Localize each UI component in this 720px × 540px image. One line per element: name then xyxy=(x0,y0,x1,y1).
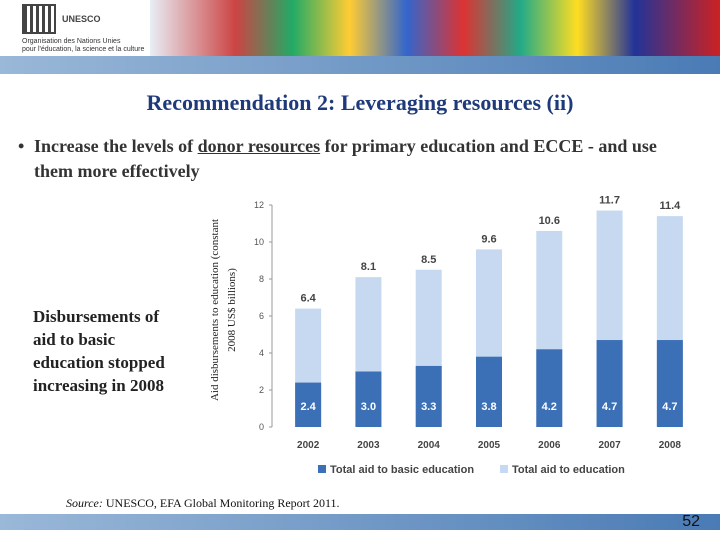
header-band xyxy=(0,56,720,74)
bar xyxy=(536,349,563,427)
value-label: 2.4 xyxy=(300,401,316,413)
bullet: • Increase the levels of donor resources … xyxy=(18,134,694,184)
note-line: Disbursements of xyxy=(33,307,160,326)
bar xyxy=(415,365,442,427)
y-axis-label: Aid disbursements to education (constant xyxy=(209,219,221,401)
value-label: 11.7 xyxy=(599,195,620,207)
bar xyxy=(596,340,623,427)
value-label: 9.6 xyxy=(481,233,496,245)
logo xyxy=(22,4,56,34)
source-text: UNESCO, EFA Global Monitoring Report 201… xyxy=(102,496,340,510)
bar xyxy=(355,371,382,427)
page-number: 52 xyxy=(682,513,700,530)
x-tick-label: 2002 xyxy=(297,440,320,451)
y-tick-label: 0 xyxy=(259,422,264,432)
bar xyxy=(656,340,683,427)
slide-title: Recommendation 2: Leveraging resources (… xyxy=(146,90,574,115)
legend-label: Total aid to education xyxy=(512,464,625,476)
note-line: increasing in 2008 xyxy=(33,376,164,395)
header-photo xyxy=(150,0,720,56)
y-tick-label: 10 xyxy=(254,237,264,247)
org-line: pour l'éducation, la science et la cultu… xyxy=(22,46,145,53)
y-tick-label: 2 xyxy=(259,385,264,395)
bullet-dot: • xyxy=(18,136,25,156)
y-tick-label: 6 xyxy=(259,311,264,321)
legend-swatch xyxy=(318,465,326,473)
x-tick-label: 2004 xyxy=(418,440,441,451)
org-line: Organisation des Nations Unies xyxy=(22,38,121,45)
y-tick-label: 12 xyxy=(254,200,264,210)
value-label: 8.5 xyxy=(421,254,436,266)
note: Disbursements of aid to basic education … xyxy=(33,305,165,397)
source: Source: UNESCO, EFA Global Monitoring Re… xyxy=(66,496,340,511)
bullet-link: donor resources xyxy=(197,136,321,156)
x-tick-label: 2005 xyxy=(478,440,501,451)
value-label: 3.8 xyxy=(481,401,496,413)
value-label: 8.1 xyxy=(361,261,376,273)
source-label: Source: xyxy=(66,496,103,510)
x-tick-label: 2008 xyxy=(659,440,682,451)
x-tick-label: 2003 xyxy=(357,440,380,451)
bar xyxy=(476,356,502,427)
value-label: 3.0 xyxy=(361,401,376,413)
legend-swatch xyxy=(500,465,508,473)
bullet-text: for primary education and ECCE - and use… xyxy=(34,136,657,181)
value-label: 4.2 xyxy=(542,401,557,413)
bar xyxy=(295,382,322,427)
value-label: 6.4 xyxy=(300,293,316,305)
y-tick-label: 8 xyxy=(259,274,264,284)
legend-label: Total aid to basic education xyxy=(330,464,474,476)
x-tick-label: 2006 xyxy=(538,440,561,451)
logo-text: UNESCO xyxy=(62,14,101,24)
x-tick-label: 2007 xyxy=(598,440,621,451)
value-label: 3.3 xyxy=(421,401,436,413)
y-axis-label: 2008 US$ billions) xyxy=(226,268,238,352)
value-label: 10.6 xyxy=(539,215,560,227)
value-label: 4.7 xyxy=(662,401,677,413)
y-tick-label: 4 xyxy=(259,348,264,358)
value-label: 11.4 xyxy=(659,200,681,212)
footer-band xyxy=(0,514,720,530)
bullet-text: Increase the levels of xyxy=(34,136,198,156)
note-line: education stopped xyxy=(33,353,165,372)
value-label: 4.7 xyxy=(602,401,617,413)
note-line: aid to basic xyxy=(33,330,116,349)
